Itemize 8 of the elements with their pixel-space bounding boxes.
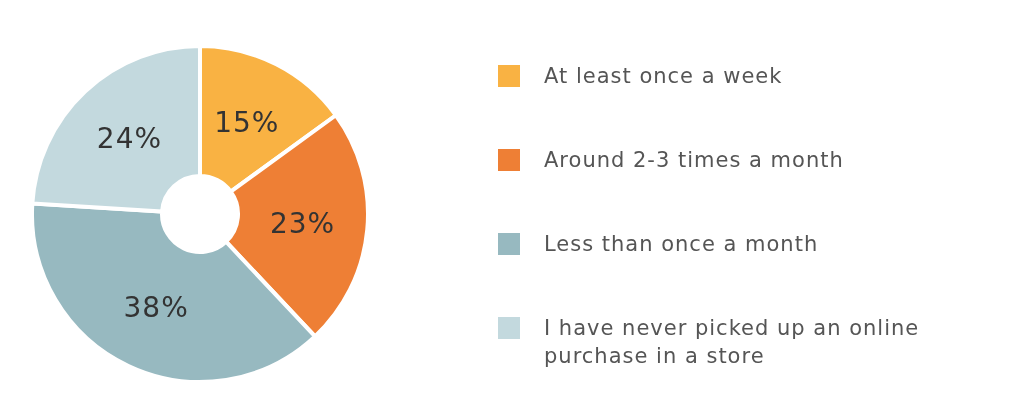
data-label: 38% xyxy=(123,290,189,324)
legend-label: I have never picked up an online purchase in a store xyxy=(544,315,921,370)
legend-label: At least once a week xyxy=(544,63,784,90)
data-label: 15% xyxy=(214,105,280,139)
data-label: 24% xyxy=(96,122,163,156)
legend-label: Less than once a month xyxy=(544,231,820,258)
data-label: 23% xyxy=(269,207,336,241)
legend-label: Around 2-3 times a month xyxy=(544,147,845,174)
